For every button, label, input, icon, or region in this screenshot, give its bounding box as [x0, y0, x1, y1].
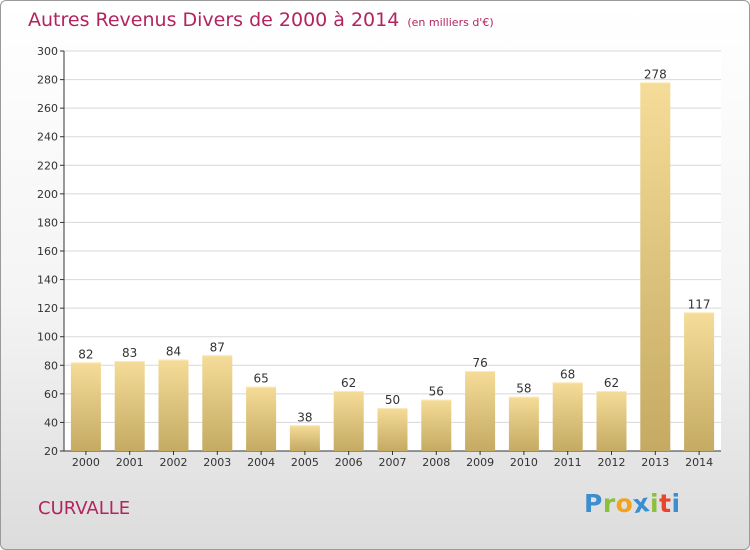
data-label: 84 [166, 345, 181, 359]
y-tick-label: 120 [37, 302, 58, 315]
data-label: 83 [122, 346, 137, 360]
bar [508, 396, 539, 451]
x-tick-label: 2012 [598, 456, 626, 469]
y-tick-label: 280 [37, 74, 58, 87]
data-label: 87 [210, 340, 225, 354]
x-tick-label: 2007 [379, 456, 407, 469]
y-tick-label: 300 [37, 45, 58, 58]
y-tick-label: 180 [37, 216, 58, 229]
logo-letter: x [631, 487, 652, 520]
x-tick-label: 2013 [641, 456, 669, 469]
bar [465, 371, 496, 451]
data-label: 62 [604, 376, 619, 390]
logo-letter: o [615, 489, 634, 518]
y-tick-label: 160 [37, 245, 58, 258]
chart-unit: (en milliers d'€) [407, 16, 494, 29]
logo-letter: i [650, 489, 660, 518]
commune-name: CURVALLE [38, 498, 131, 519]
data-label: 68 [560, 367, 575, 381]
y-tick-label: 100 [37, 331, 58, 344]
bar [684, 312, 715, 451]
x-tick-label: 2000 [72, 456, 100, 469]
logo-letter: r [602, 489, 616, 518]
y-tick-label: 20 [44, 445, 58, 458]
proxiti-logo: Proxiti [584, 487, 681, 520]
data-label: 278 [644, 67, 667, 81]
logo-letter: t [659, 489, 672, 518]
data-label: 65 [253, 372, 268, 386]
y-tick-label: 260 [37, 102, 58, 115]
x-tick-label: 2014 [685, 456, 713, 469]
x-tick-label: 2006 [335, 456, 363, 469]
bar [333, 391, 364, 451]
bar [640, 82, 671, 451]
x-tick-label: 2001 [116, 456, 144, 469]
x-tick-label: 2009 [466, 456, 494, 469]
bar [289, 425, 320, 451]
bar [596, 391, 627, 451]
data-label: 56 [429, 385, 444, 399]
x-tick-label: 2004 [247, 456, 275, 469]
y-tick-label: 200 [37, 188, 58, 201]
logo-letter: i [671, 489, 681, 518]
data-label: 82 [78, 347, 93, 361]
data-label: 62 [341, 376, 356, 390]
x-tick-label: 2008 [422, 456, 450, 469]
data-label: 117 [688, 297, 711, 311]
y-tick-label: 240 [37, 131, 58, 144]
chart-title: Autres Revenus Divers de 2000 à 2014 (en … [28, 9, 494, 31]
data-label: 58 [516, 382, 531, 396]
x-tick-label: 2003 [203, 456, 231, 469]
bar [202, 355, 233, 451]
y-tick-label: 60 [44, 388, 58, 401]
data-label: 76 [472, 356, 487, 370]
data-label: 38 [297, 410, 312, 424]
x-tick-label: 2002 [160, 456, 188, 469]
logo-letter: P [584, 489, 603, 518]
x-tick-label: 2011 [554, 456, 582, 469]
chart-title-text: Autres Revenus Divers de 2000 à 2014 [28, 9, 400, 31]
x-tick-label: 2010 [510, 456, 538, 469]
bar [246, 386, 277, 451]
y-tick-label: 140 [37, 274, 58, 287]
y-tick-label: 80 [44, 359, 58, 372]
bar [377, 408, 408, 451]
bar [158, 359, 189, 451]
bar [70, 362, 101, 451]
bar [421, 399, 452, 451]
y-tick-label: 220 [37, 159, 58, 172]
x-tick-label: 2005 [291, 456, 319, 469]
data-label: 50 [385, 393, 400, 407]
bar [114, 361, 145, 451]
bar [552, 382, 583, 451]
y-tick-label: 40 [44, 416, 58, 429]
